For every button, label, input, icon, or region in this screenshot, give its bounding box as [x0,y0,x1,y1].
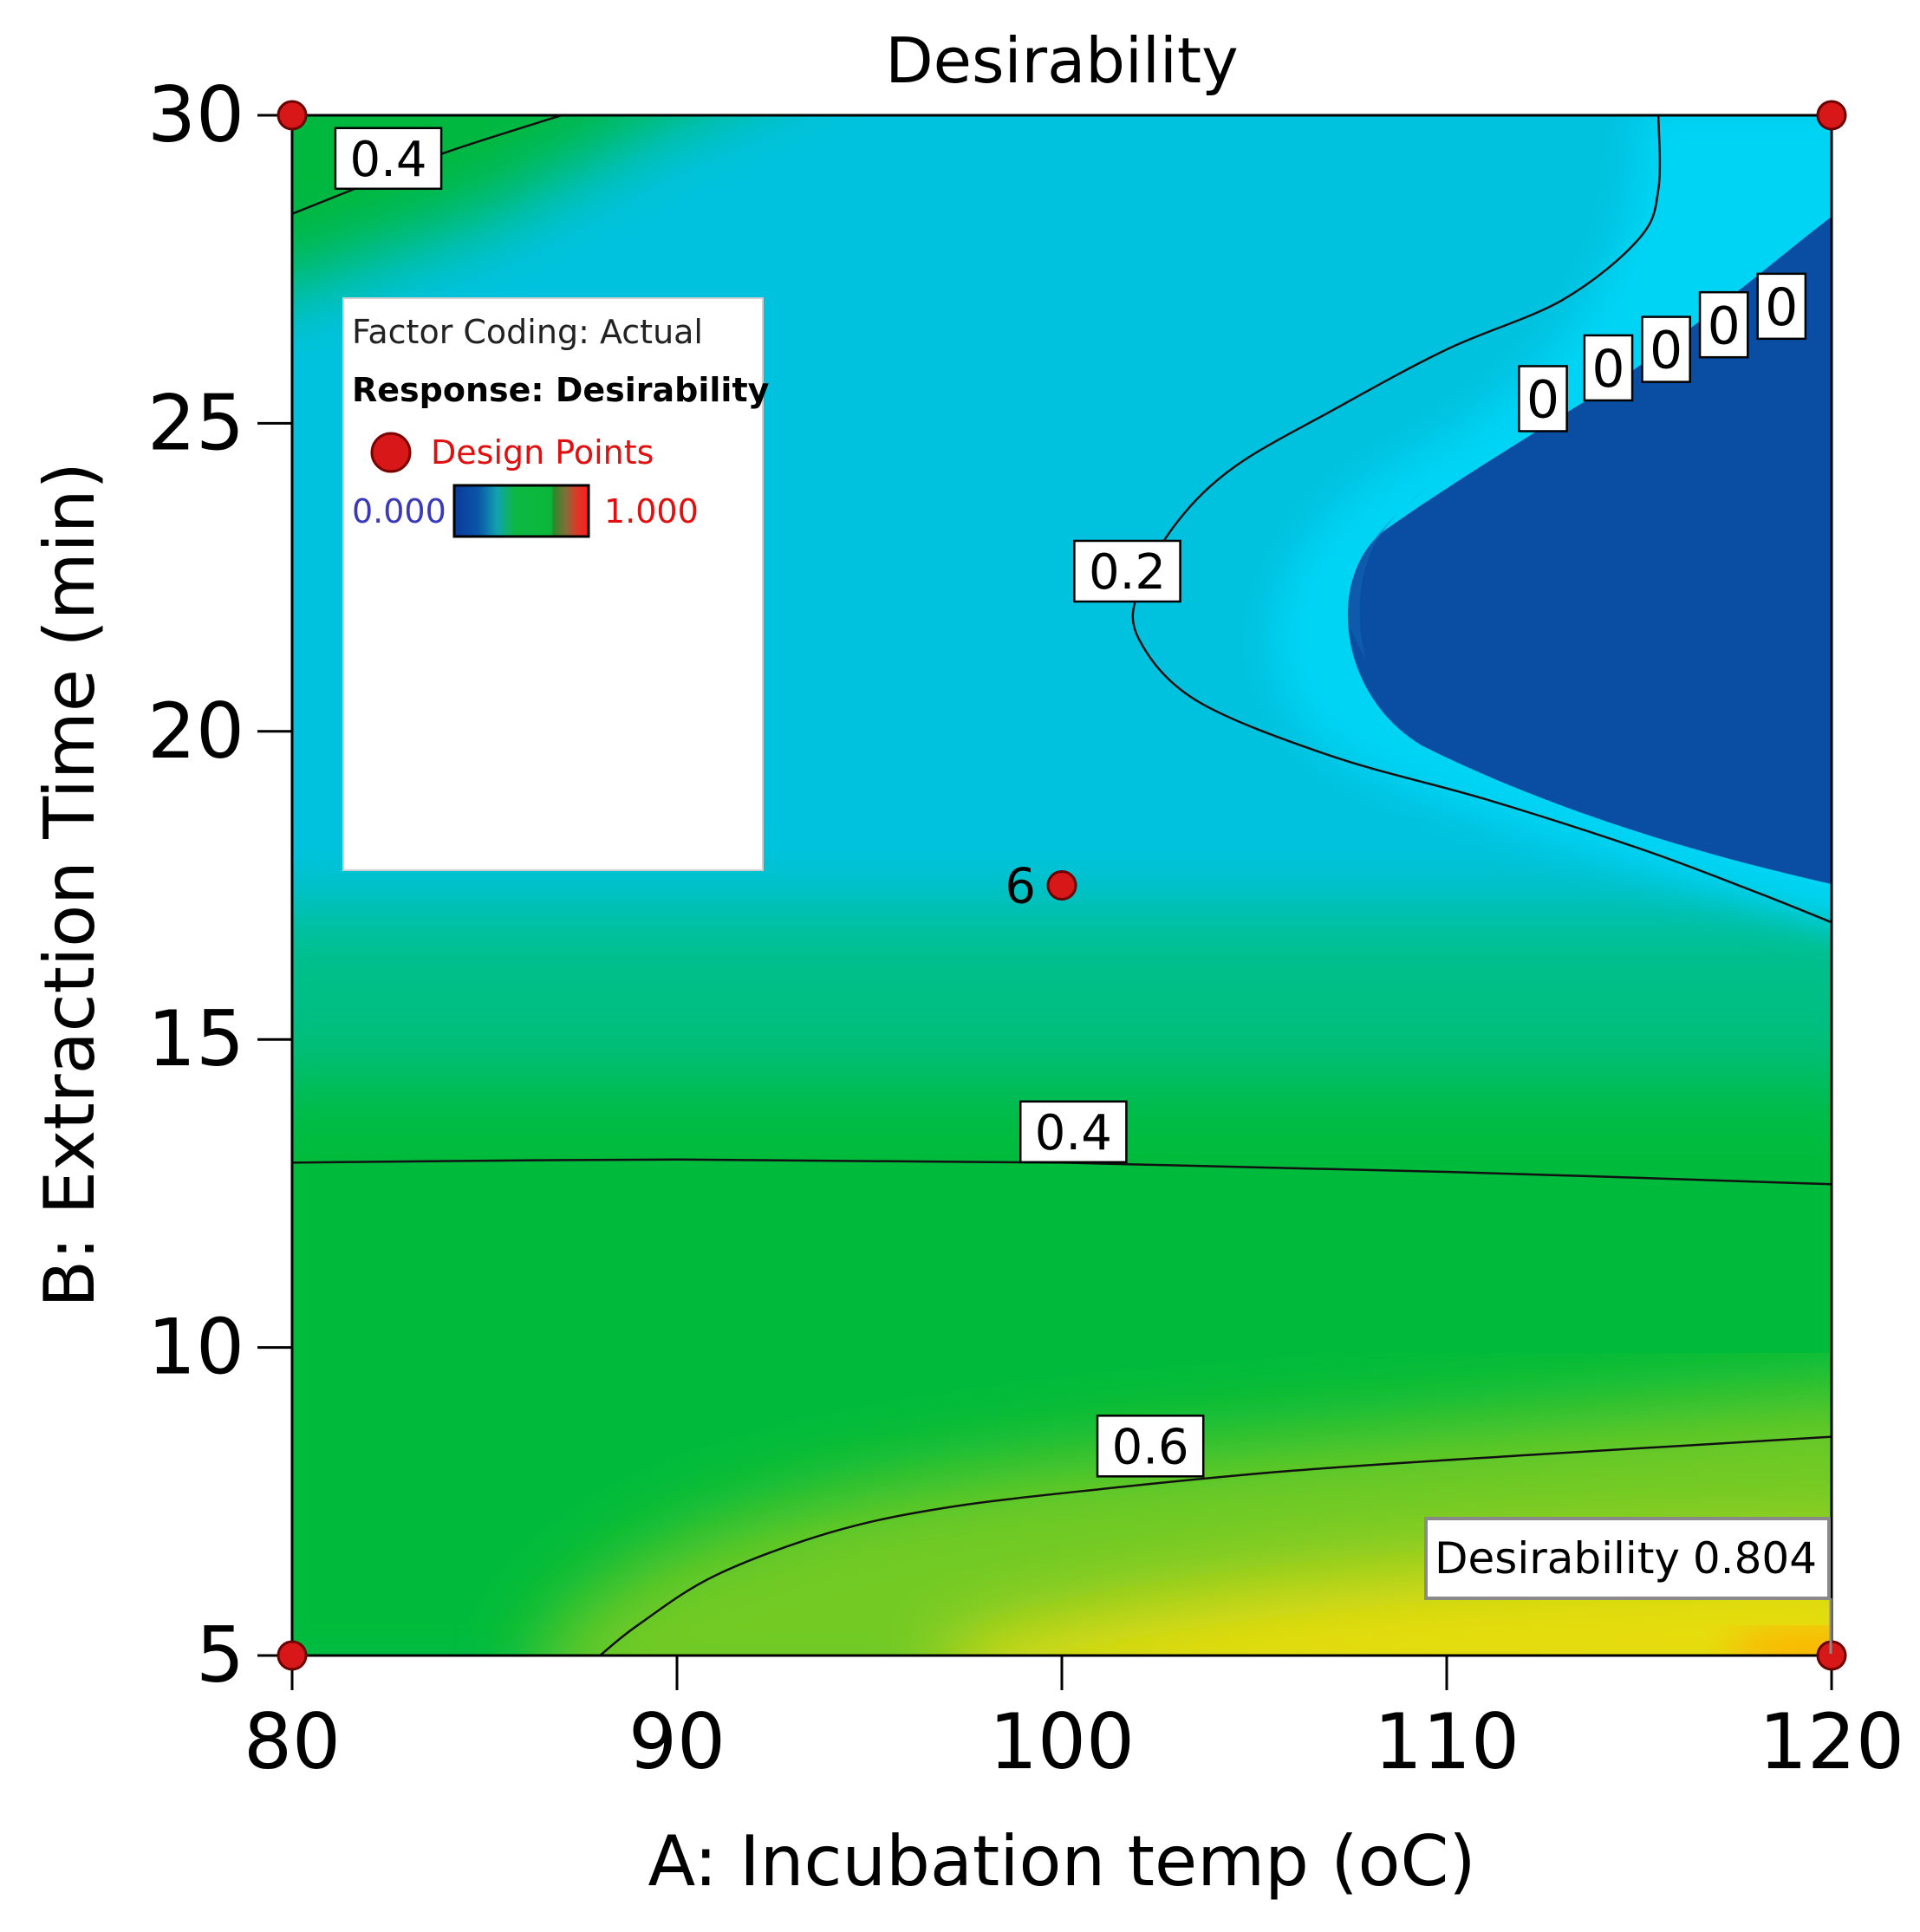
design-point [1816,100,1847,131]
contour-label-zero: 0 [1698,290,1749,359]
contour-label-0.6-text: 0.6 [1112,1419,1189,1475]
x-tick-label: 90 [628,1697,726,1786]
field-deep-blue [1347,115,1832,884]
contour-label-zero: 0 [1641,315,1691,383]
contour-label-0.4-box [1019,1100,1128,1164]
contour-label-0.4: 0.4 [334,127,443,191]
x-tick-label: 80 [244,1697,341,1786]
legend-scale-min: 0.000 [352,492,446,530]
y-tick-label: 30 [147,70,244,159]
legend: Factor Coding: Actual Response: Desirabi… [342,297,770,871]
contour-label-zero-text: 0 [1526,370,1559,431]
contour-label-zero-box [1756,272,1807,341]
contour-label-0.2: 0.2 [1073,539,1181,603]
field-orange [1725,1630,1832,1656]
y-tick-label: 25 [147,378,244,467]
legend-box [342,297,764,871]
design-points: 6 [277,100,1847,1671]
contour-labels: 0.40.40.60.200 0 0 0 [334,127,1807,1478]
contour-line-0.6 [599,1435,1832,1656]
contour-label-0.2-box [1073,539,1181,603]
contour-label-zero-text: 0 [1591,339,1624,400]
contour-label-zero-box [1698,290,1749,359]
legend-design-points-label: Design Points [431,433,654,472]
contour-label-zero-text: 0 [1765,277,1798,338]
contour-label-zero-text: 0 [1708,296,1741,356]
y-tick-label: 20 [147,686,244,776]
contour-label-0.4: 0.4 [1019,1100,1128,1164]
contour-label-0.4-box [334,127,443,191]
y-axis-label: B: Extraction Time (min) [29,462,110,1308]
x-axis: 80 90 100 110 120 [244,1656,1904,1786]
legend-design-point-marker [370,432,412,473]
contour-label-0.4-text: 0.4 [1035,1105,1112,1161]
y-tick-label: 15 [147,994,244,1083]
contour-label-zero-text: 0 [1650,321,1682,381]
x-tick-label: 110 [1374,1697,1520,1786]
annotation-value: 0.804 [1693,1533,1817,1584]
contour-label-zero-box [1518,365,1568,433]
x-tick-label: 120 [1759,1697,1904,1786]
contour-label-0.4-text: 0.4 [349,132,426,188]
design-point [277,1640,308,1671]
contour-label-zero: 0 [1518,365,1568,433]
contour-label-0.6-box [1096,1415,1205,1478]
x-axis-label: A: Incubation temp (oC) [648,1821,1475,1902]
contour-label-0.6: 0.6 [1096,1415,1205,1478]
y-tick-label: 10 [147,1303,244,1392]
design-point-label: 6 [1005,859,1036,915]
legend-color-bar [452,484,590,538]
y-tick-label: 5 [196,1610,244,1700]
legend-scale-max: 1.000 [604,492,699,530]
contour-label-zero: 0 [1583,334,1634,402]
chart-title: Desirability [885,24,1239,97]
design-point [277,100,308,131]
contour-label-zero-box [1641,315,1691,383]
desirability-annotation: Desirability 0.804 [1424,1517,1832,1654]
y-axis: 5 10 15 20 25 30 [147,70,292,1700]
color-field [292,115,1832,1656]
contour-label-0.2-text: 0.2 [1089,544,1166,601]
legend-factor-coding: Factor Coding: Actual [352,313,703,351]
annotation-box [1424,1517,1831,1600]
contour-label-zero: 0 [1756,272,1807,341]
legend-response: Response: Desirability [352,371,770,409]
design-point [1046,870,1077,901]
annotation-label: Desirability [1435,1533,1680,1584]
x-tick-label: 100 [989,1697,1135,1786]
contour-label-zero-box [1583,334,1634,402]
